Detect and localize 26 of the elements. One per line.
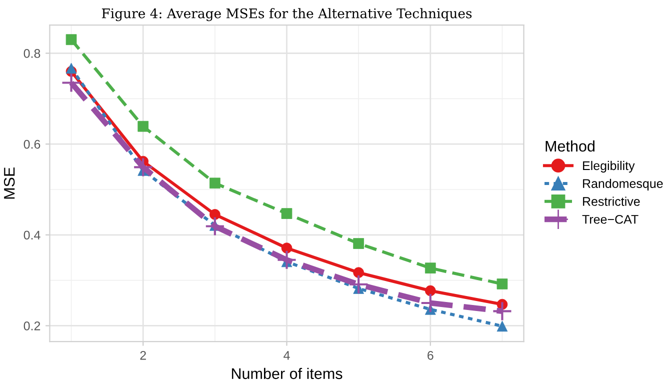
- legend-label: Tree−CAT: [582, 214, 638, 224]
- point: [61, 72, 82, 93]
- y-tick-label: 0.6: [24, 140, 40, 149]
- x-axis-title: Number of items: [232, 368, 342, 380]
- y-axis-title: MSE: [4, 167, 15, 199]
- point: [424, 262, 436, 274]
- point: [133, 157, 154, 178]
- point: [276, 250, 297, 270]
- legend-label: Restrictive: [583, 196, 640, 206]
- legend-title: Method: [546, 140, 594, 152]
- point: [66, 62, 77, 74]
- point: [204, 216, 225, 236]
- point: [66, 34, 77, 46]
- point: [496, 320, 508, 332]
- x-tick-label: 2: [140, 350, 146, 360]
- legend-label: Randomesque: [583, 178, 663, 190]
- legend-label: Elegibility: [583, 160, 635, 173]
- point: [348, 274, 369, 294]
- chart-title: Figure 4: Average MSEs for the Alternative Techniques: [102, 8, 472, 22]
- x-tick-label: 6: [428, 350, 434, 360]
- y-tick-label: 0.4: [24, 230, 40, 240]
- point: [492, 301, 512, 322]
- y-tick-label: 0.8: [24, 49, 40, 58]
- point: [496, 278, 508, 290]
- y-tick-label: 0.2: [24, 322, 40, 330]
- x-tick-label: 4: [284, 351, 290, 360]
